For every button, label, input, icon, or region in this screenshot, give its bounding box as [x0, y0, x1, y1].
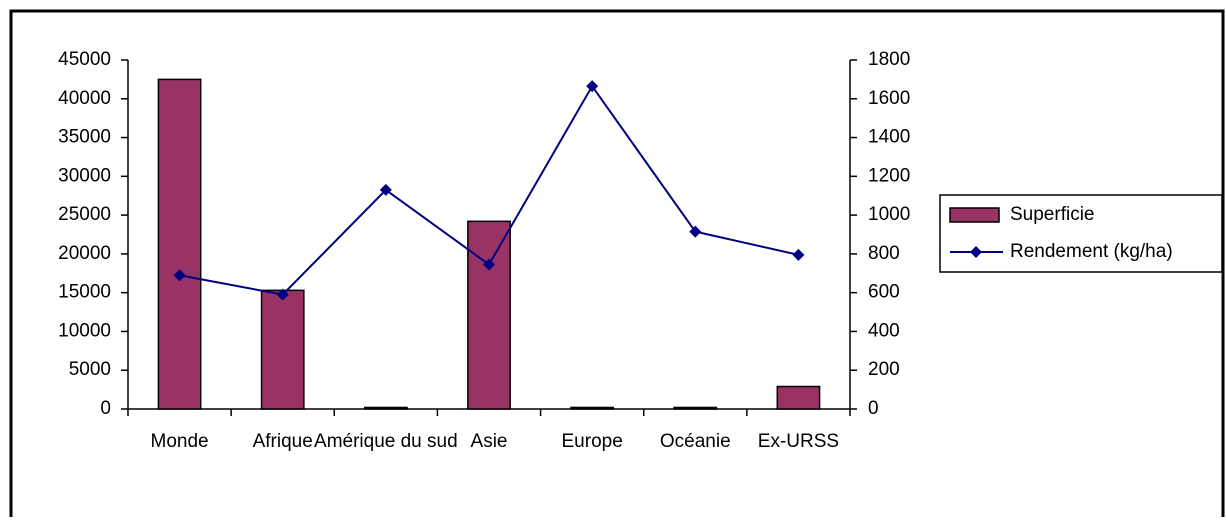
y2-tick-label: 600 [868, 282, 900, 303]
y-tick-label: 30000 [58, 165, 111, 186]
y2-tick-label: 1200 [868, 165, 910, 186]
x-tick-label: Monde [151, 431, 209, 452]
y-tick-label: 20000 [58, 243, 111, 264]
legend-label: Superficie [1010, 204, 1095, 225]
y-tick-label: 0 [100, 398, 111, 419]
line-marker [483, 258, 495, 271]
y-tick-label: 15000 [58, 282, 111, 303]
y2-tick-label: 0 [868, 398, 879, 419]
y2-tick-label: 800 [868, 243, 900, 264]
bar [260, 289, 305, 410]
bar [673, 406, 718, 410]
line-marker [276, 288, 289, 301]
y-tick-label: 25000 [58, 204, 111, 225]
x-tick-label: Amérique du sud [314, 431, 458, 452]
y2-tick-label: 1000 [868, 204, 910, 225]
legend-swatch [949, 207, 1000, 223]
y-tick-label: 35000 [58, 127, 111, 148]
bar [157, 78, 202, 410]
x-tick-label: Asie [471, 431, 508, 452]
legend-marker [970, 246, 982, 258]
line-marker [173, 269, 186, 282]
y-tick-label: 45000 [58, 49, 111, 70]
bar [467, 220, 511, 410]
y2-tick-label: 200 [868, 359, 900, 380]
bar [363, 406, 408, 410]
chart-frame [9, 9, 1225, 522]
bar [776, 385, 821, 410]
y2-tick-label: 1800 [868, 49, 910, 70]
x-tick-label: Europe [562, 431, 623, 452]
line-marker [586, 80, 599, 93]
y-tick-label: 40000 [58, 88, 111, 109]
y2-tick-label: 1400 [868, 127, 910, 148]
line-marker [379, 183, 392, 196]
line-marker [792, 248, 805, 261]
y-tick-label: 5000 [69, 359, 111, 380]
bar [570, 406, 615, 410]
y-tick-label: 10000 [58, 320, 111, 341]
x-tick-label: Ex-URSS [758, 431, 839, 452]
x-tick-label: Afrique [253, 431, 313, 452]
x-tick-label: Océanie [660, 431, 731, 452]
legend-label: Rendement (kg/ha) [1010, 241, 1173, 262]
y2-tick-label: 1600 [868, 88, 910, 109]
y2-tick-label: 400 [868, 320, 900, 341]
line-marker [689, 225, 702, 238]
